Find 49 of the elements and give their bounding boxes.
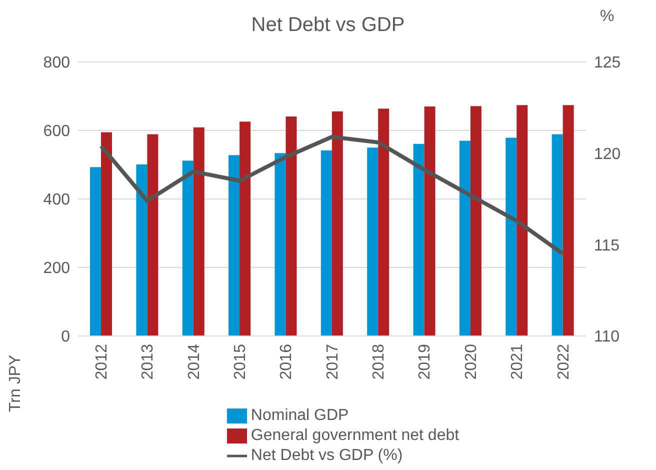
bar (136, 164, 148, 336)
bar (90, 167, 102, 336)
bar (240, 122, 251, 336)
x-tick-label: 2014 (186, 344, 203, 380)
x-tick-label: 2012 (93, 344, 110, 380)
y2-tick-label: 115 (594, 237, 620, 254)
bar (378, 108, 390, 336)
y-tick-label: 400 (43, 192, 70, 209)
bar (424, 106, 436, 336)
bar (147, 134, 158, 336)
y-tick-label: 600 (43, 123, 70, 140)
x-tick-label: 2020 (462, 344, 480, 380)
bar (552, 134, 563, 336)
y2-axis-title: % (600, 8, 614, 26)
x-tick-label: 2022 (555, 344, 572, 380)
bar (320, 150, 332, 336)
x-tick-label: 2018 (370, 344, 388, 380)
bar (274, 153, 286, 336)
bar (228, 155, 240, 336)
bar (470, 106, 482, 336)
bar (286, 116, 297, 336)
legend-label: Nominal GDP (250, 407, 349, 424)
chart-title: Net Debt vs GDP (251, 14, 405, 36)
y2-tick-label: 125 (594, 54, 621, 72)
bar (101, 132, 112, 336)
x-tick-label: 2019 (416, 344, 434, 380)
legend-label: Net Debt vs GDP (%) (250, 447, 403, 464)
bar (459, 140, 470, 336)
y-tick-label: 200 (43, 260, 70, 278)
bar (413, 144, 424, 336)
bar (367, 148, 378, 336)
y-axis-title: Trn JPY (6, 354, 25, 412)
bar (332, 111, 343, 336)
line-series (99, 134, 565, 256)
x-tick-label: 2015 (232, 344, 249, 380)
x-tick-label: 2017 (324, 344, 342, 380)
y2-tick-label: 110 (594, 328, 620, 346)
bar (516, 105, 528, 336)
bar (193, 127, 204, 336)
legend-label: General government net debt (250, 427, 460, 444)
x-tick-label: 2016 (278, 344, 296, 380)
y2-tick-label: 120 (594, 146, 621, 164)
x-tick-label: 2013 (140, 344, 157, 380)
y-tick-label: 0 (61, 328, 70, 346)
y-tick-label: 800 (43, 54, 70, 72)
bar (562, 105, 574, 336)
bar (506, 138, 517, 336)
x-tick-label: 2021 (509, 344, 526, 380)
bar (182, 160, 194, 336)
